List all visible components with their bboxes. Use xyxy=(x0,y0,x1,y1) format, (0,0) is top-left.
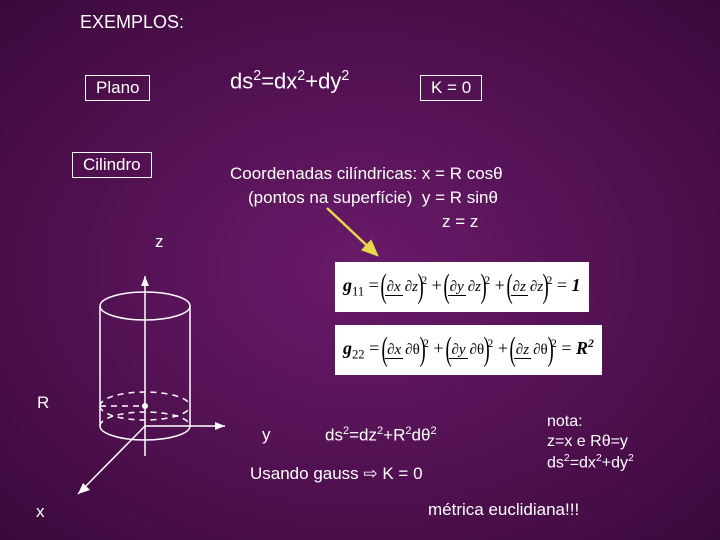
gauss-result: Usando gauss ⇨ K = 0 xyxy=(250,464,423,484)
cilindro-label: Cilindro xyxy=(72,152,152,178)
cylinder-metric: ds2=dz2+R2dθ2 xyxy=(325,425,437,446)
metric-g11: g11 = (∂x∂z)2 + (∂y∂z)2 + (∂z∂z)2 = 1 xyxy=(335,262,589,312)
y-axis-label: y xyxy=(262,425,271,445)
coord-line-1: Coordenadas cilíndricas: x = R cosθ xyxy=(230,162,503,186)
plano-curvature: K = 0 xyxy=(420,75,482,101)
plano-equation: ds2=dx2+dy2 xyxy=(230,68,349,94)
cylinder-diagram xyxy=(70,276,230,506)
z-axis-label: z xyxy=(155,232,164,252)
plano-label: Plano xyxy=(85,75,150,101)
euclidean-note: métrica euclidiana!!! xyxy=(428,500,579,520)
metric-g22: g22 = (∂x∂θ)2 + (∂y∂θ)2 + (∂z∂θ)2 = R2 xyxy=(335,325,602,375)
slide-title: EXEMPLOS: xyxy=(80,12,184,33)
r-axis-label: R xyxy=(37,393,49,413)
note-block: nota:z=x e Rθ=yds2=dx2+dy2 xyxy=(547,412,634,473)
x-axis-label: x xyxy=(36,502,45,522)
